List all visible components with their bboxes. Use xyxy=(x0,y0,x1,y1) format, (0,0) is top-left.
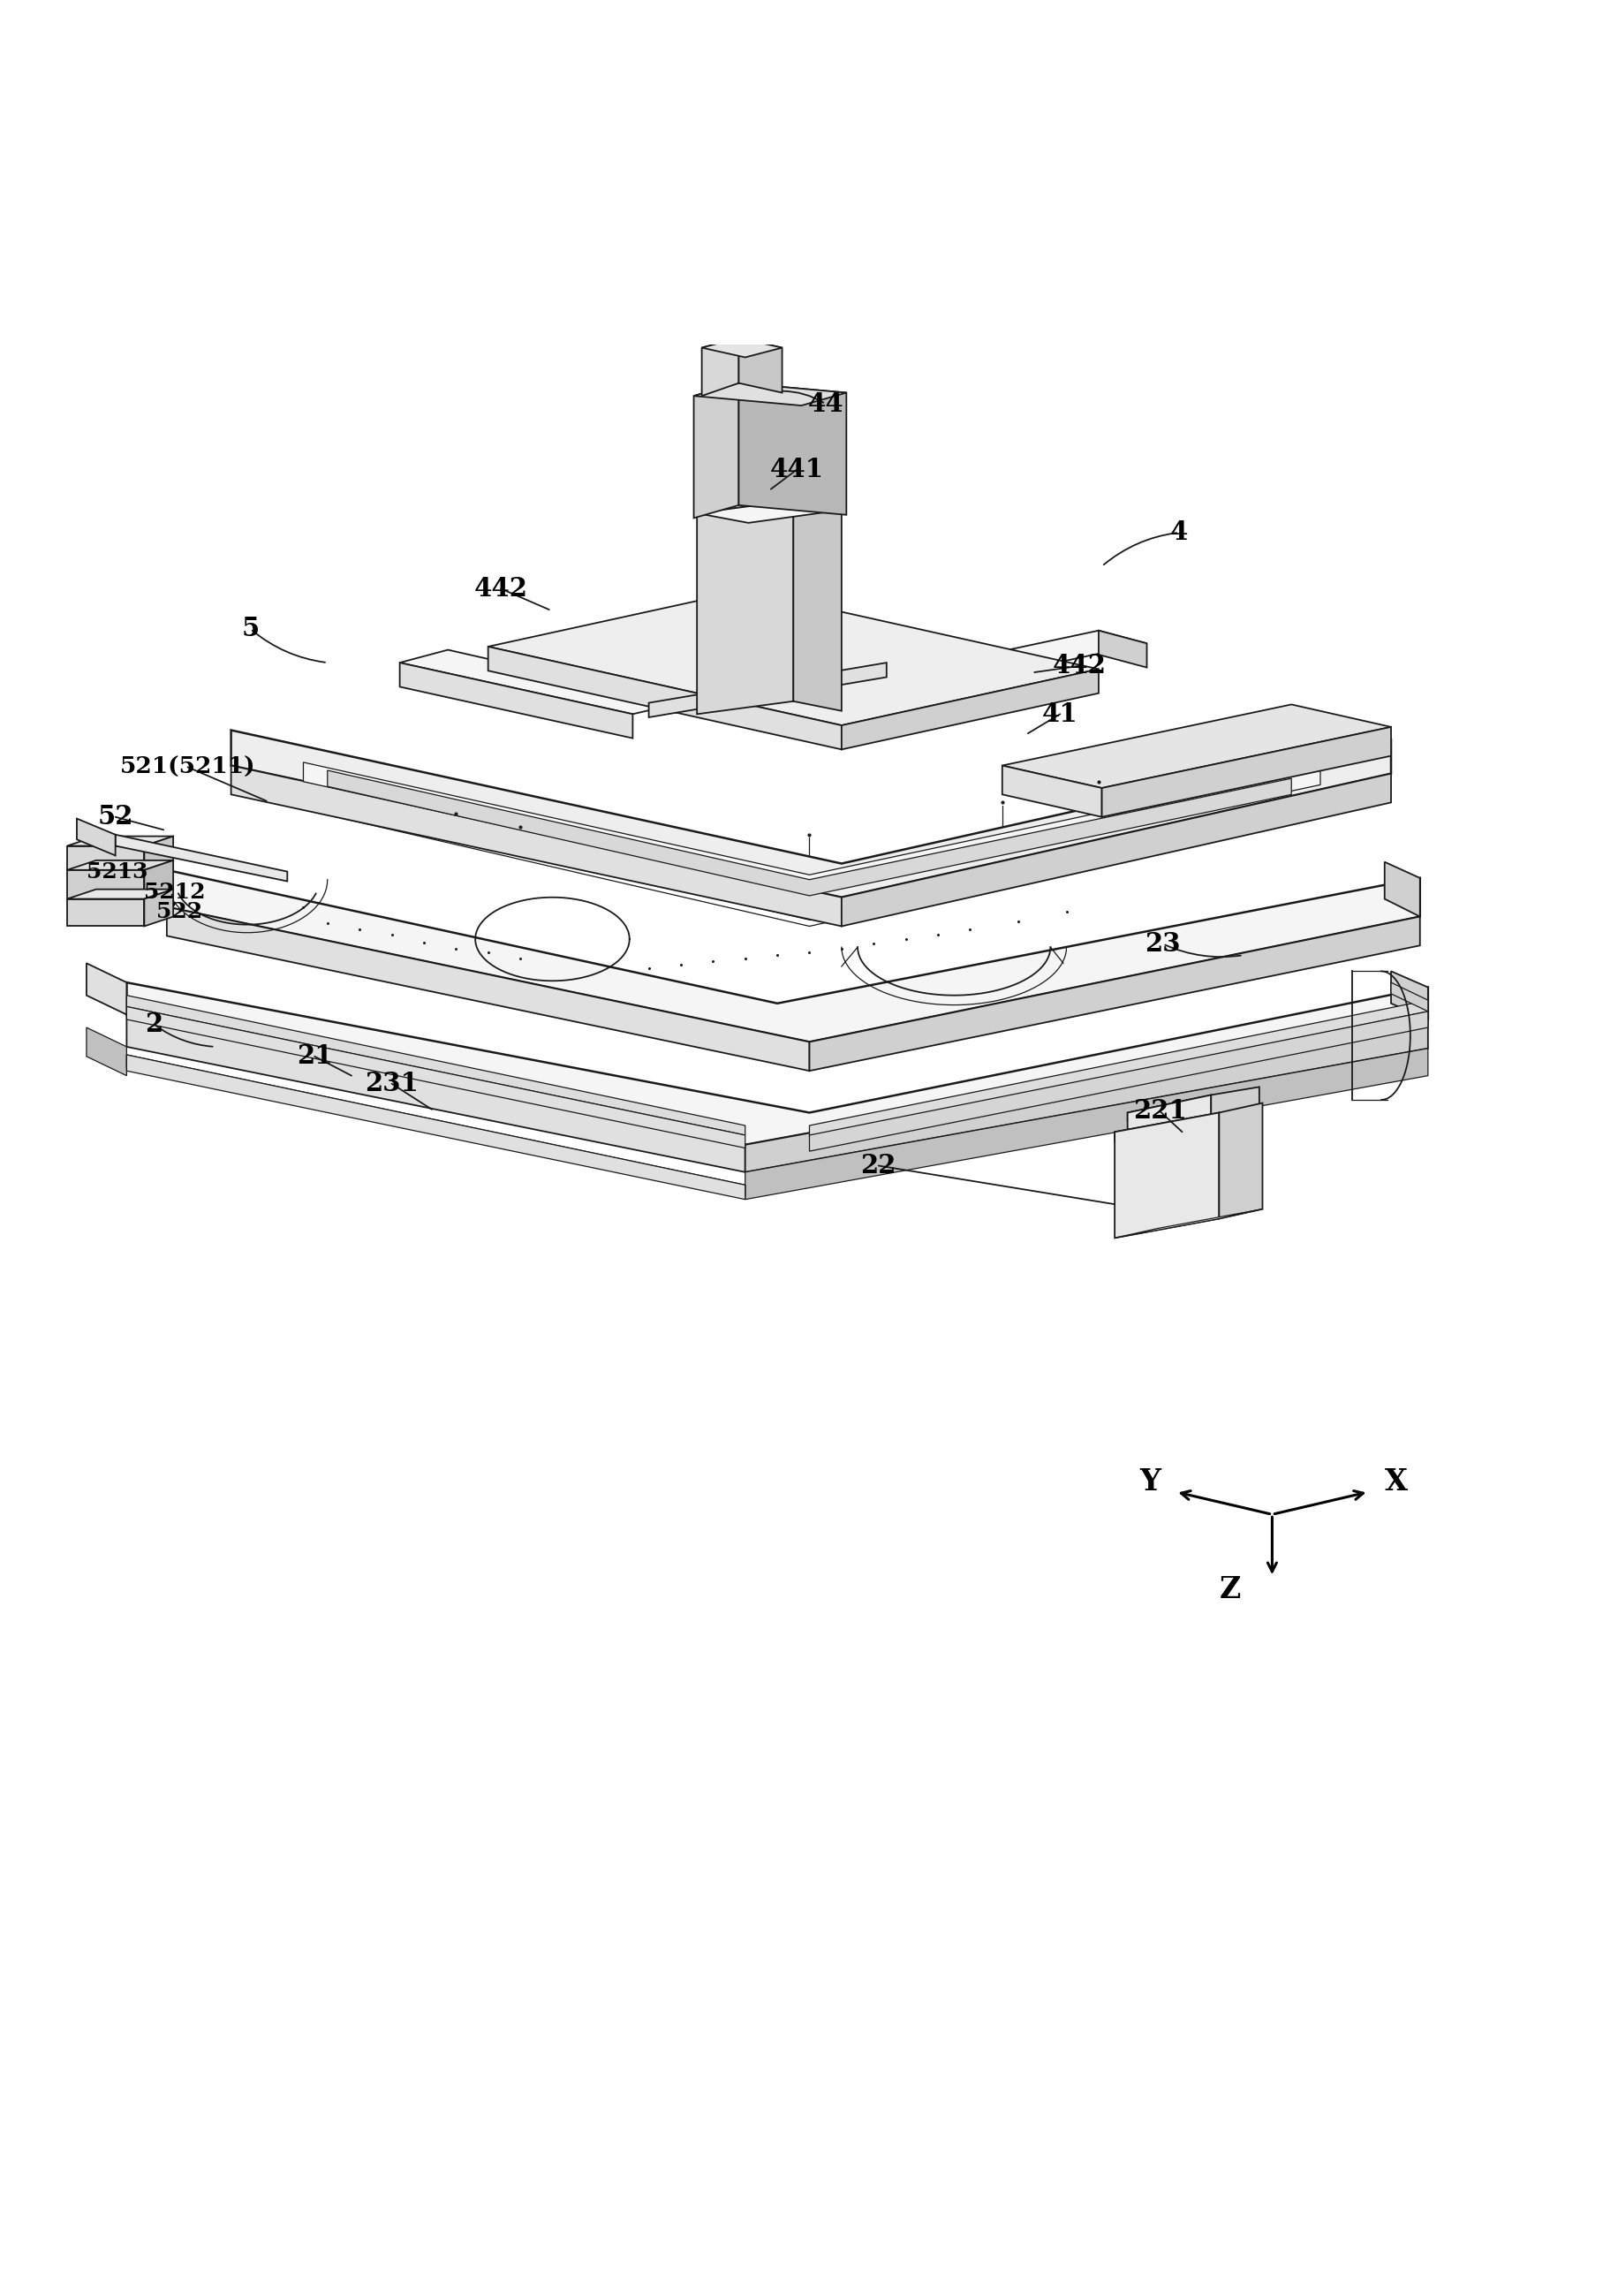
Polygon shape xyxy=(144,836,173,870)
Text: X: X xyxy=(1383,1467,1406,1497)
Text: 41: 41 xyxy=(1042,700,1078,728)
Text: 231: 231 xyxy=(364,1070,419,1097)
Polygon shape xyxy=(68,861,173,870)
Polygon shape xyxy=(400,664,633,739)
Polygon shape xyxy=(1099,631,1146,668)
Text: 5212: 5212 xyxy=(144,882,205,902)
Text: 5: 5 xyxy=(241,615,259,643)
Polygon shape xyxy=(115,836,286,882)
Polygon shape xyxy=(126,1015,744,1171)
Polygon shape xyxy=(231,765,841,925)
Polygon shape xyxy=(809,916,1419,1070)
Polygon shape xyxy=(68,900,144,925)
Text: 23: 23 xyxy=(1144,932,1180,957)
Polygon shape xyxy=(858,631,1146,696)
Polygon shape xyxy=(1102,728,1390,817)
Polygon shape xyxy=(489,590,1099,726)
Text: 221: 221 xyxy=(1133,1097,1186,1123)
Text: 521(5211): 521(5211) xyxy=(120,755,256,778)
Polygon shape xyxy=(1115,1210,1262,1238)
Polygon shape xyxy=(126,1054,744,1196)
Polygon shape xyxy=(68,845,144,870)
Polygon shape xyxy=(1126,1095,1210,1180)
Polygon shape xyxy=(702,338,781,358)
Text: 442: 442 xyxy=(474,576,527,602)
Polygon shape xyxy=(144,889,173,925)
Text: 522: 522 xyxy=(157,900,202,923)
Polygon shape xyxy=(1390,971,1427,1019)
Text: 21: 21 xyxy=(296,1045,332,1070)
Polygon shape xyxy=(694,383,846,406)
Text: 442: 442 xyxy=(1052,652,1105,680)
Text: 2: 2 xyxy=(146,1013,163,1038)
Polygon shape xyxy=(144,861,173,900)
Text: 441: 441 xyxy=(769,457,824,482)
Text: 44: 44 xyxy=(807,390,843,418)
Polygon shape xyxy=(86,1029,126,1077)
Polygon shape xyxy=(1383,861,1419,916)
Polygon shape xyxy=(809,1013,1427,1150)
Polygon shape xyxy=(649,664,887,716)
Polygon shape xyxy=(121,852,167,907)
Polygon shape xyxy=(86,964,126,1015)
Polygon shape xyxy=(1126,1095,1210,1120)
Polygon shape xyxy=(126,996,744,1134)
Polygon shape xyxy=(694,383,738,519)
Polygon shape xyxy=(744,1049,1427,1199)
Polygon shape xyxy=(793,501,841,712)
Text: 5213: 5213 xyxy=(86,861,147,882)
Polygon shape xyxy=(68,889,173,900)
Text: 4: 4 xyxy=(1170,519,1188,546)
Text: Y: Y xyxy=(1139,1467,1160,1497)
Polygon shape xyxy=(1002,705,1390,788)
Polygon shape xyxy=(697,501,793,714)
Polygon shape xyxy=(1002,765,1102,817)
Polygon shape xyxy=(231,730,1390,898)
Polygon shape xyxy=(809,1001,1427,1137)
Polygon shape xyxy=(1210,1086,1259,1162)
Polygon shape xyxy=(841,774,1390,925)
Polygon shape xyxy=(1115,1114,1218,1238)
Polygon shape xyxy=(68,870,144,900)
Polygon shape xyxy=(68,836,173,845)
Polygon shape xyxy=(489,647,841,748)
Polygon shape xyxy=(126,1006,744,1148)
Polygon shape xyxy=(126,983,1427,1146)
Polygon shape xyxy=(400,650,681,714)
Text: Z: Z xyxy=(1218,1575,1241,1605)
Polygon shape xyxy=(1390,983,1427,1013)
Polygon shape xyxy=(76,820,115,856)
Polygon shape xyxy=(841,668,1099,748)
Polygon shape xyxy=(738,383,846,514)
Text: 22: 22 xyxy=(861,1153,896,1178)
Text: 52: 52 xyxy=(97,804,133,829)
Polygon shape xyxy=(702,338,738,395)
Polygon shape xyxy=(1218,1102,1262,1219)
Polygon shape xyxy=(327,771,1291,895)
Polygon shape xyxy=(697,501,841,523)
Polygon shape xyxy=(167,907,809,1070)
Polygon shape xyxy=(303,762,1320,893)
Polygon shape xyxy=(167,870,1419,1042)
Polygon shape xyxy=(738,338,781,393)
Polygon shape xyxy=(126,1054,744,1199)
Polygon shape xyxy=(744,1019,1427,1171)
Polygon shape xyxy=(1115,1114,1218,1141)
